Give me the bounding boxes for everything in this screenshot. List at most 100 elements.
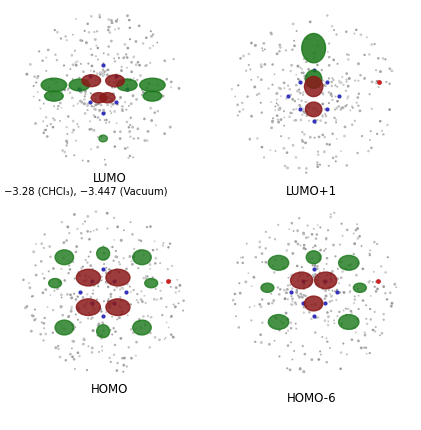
Point: [108, 95, 115, 102]
Point: [285, 92, 291, 99]
Point: [303, 103, 309, 110]
Point: [85, 343, 92, 350]
Point: [91, 282, 98, 289]
Point: [66, 313, 72, 319]
Point: [85, 60, 92, 67]
Point: [112, 248, 119, 255]
Point: [324, 141, 330, 147]
Point: [117, 335, 124, 342]
Point: [261, 40, 267, 47]
Point: [300, 271, 306, 278]
Point: [117, 286, 123, 293]
Point: [107, 269, 113, 276]
Point: [300, 69, 306, 76]
Point: [291, 98, 298, 104]
Point: [318, 67, 325, 74]
Point: [345, 52, 352, 58]
Point: [98, 306, 104, 313]
Point: [310, 105, 317, 112]
Point: [300, 144, 306, 151]
Point: [30, 83, 37, 89]
Point: [141, 115, 148, 122]
Point: [124, 54, 131, 61]
Ellipse shape: [76, 299, 100, 316]
Point: [82, 91, 89, 98]
Point: [273, 100, 280, 107]
Point: [256, 244, 263, 251]
Point: [279, 315, 286, 322]
Point: [83, 298, 90, 305]
Point: [147, 59, 154, 66]
Point: [98, 95, 104, 101]
Point: [101, 250, 107, 257]
Point: [315, 281, 322, 288]
Point: [176, 85, 182, 92]
Point: [380, 283, 387, 290]
Point: [151, 296, 157, 303]
Point: [50, 115, 56, 122]
Point: [386, 80, 393, 87]
Point: [243, 68, 250, 74]
Point: [331, 209, 338, 216]
Point: [290, 250, 296, 257]
Point: [100, 50, 107, 57]
Point: [113, 266, 120, 273]
Point: [85, 83, 91, 90]
Point: [37, 331, 44, 338]
Point: [344, 51, 350, 58]
Point: [369, 78, 376, 85]
Point: [163, 76, 170, 83]
Point: [88, 146, 94, 153]
Point: [57, 304, 64, 311]
Point: [392, 281, 398, 288]
Point: [67, 351, 74, 358]
Point: [268, 98, 274, 105]
Point: [82, 218, 88, 225]
Point: [285, 342, 291, 349]
Point: [324, 338, 331, 345]
Point: [122, 145, 129, 152]
Point: [371, 283, 378, 290]
Point: [116, 73, 123, 80]
Point: [114, 367, 120, 374]
Point: [99, 69, 105, 76]
Point: [338, 105, 345, 112]
Point: [258, 303, 264, 310]
Point: [152, 122, 159, 129]
Point: [325, 313, 332, 320]
Point: [240, 106, 246, 113]
Point: [312, 105, 319, 112]
Point: [293, 287, 300, 294]
Point: [348, 266, 354, 273]
Point: [353, 272, 360, 279]
Point: [107, 293, 114, 300]
Point: [105, 94, 112, 101]
Point: [343, 28, 349, 35]
Point: [170, 301, 177, 308]
Point: [100, 312, 107, 319]
Point: [103, 117, 110, 123]
Point: [91, 227, 97, 234]
Point: [320, 90, 326, 97]
Point: [312, 261, 318, 267]
Point: [297, 242, 304, 249]
Point: [72, 324, 78, 331]
Point: [277, 116, 284, 123]
Point: [143, 34, 149, 41]
Point: [252, 338, 258, 345]
Point: [344, 351, 350, 358]
Point: [373, 288, 379, 295]
Point: [51, 287, 58, 294]
Point: [274, 116, 281, 123]
Point: [240, 259, 246, 266]
Point: [143, 275, 149, 282]
Point: [116, 258, 123, 265]
Point: [168, 283, 174, 290]
Point: [140, 40, 147, 47]
Point: [303, 234, 310, 241]
Point: [119, 355, 126, 362]
Point: [131, 135, 137, 142]
Point: [255, 74, 261, 80]
Point: [109, 300, 115, 307]
Point: [312, 314, 319, 321]
